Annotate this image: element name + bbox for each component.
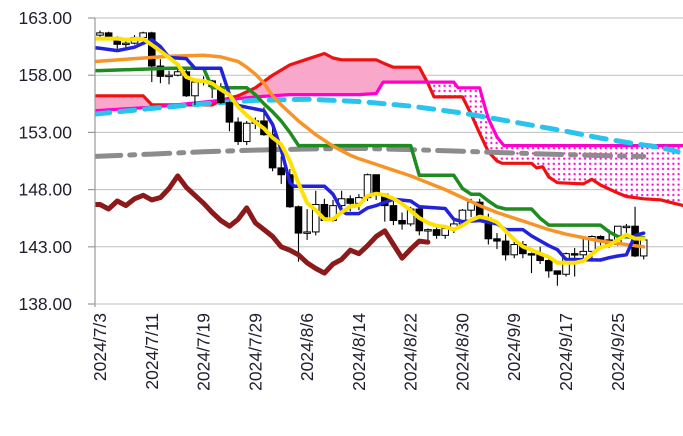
- candle-2024/8/27: [432, 226, 441, 239]
- candle-body: [346, 198, 355, 204]
- candle-2024/7/12: [156, 59, 165, 84]
- candle-2024/8/21: [398, 212, 406, 230]
- x-axis-label: 2024/7/29: [245, 313, 265, 391]
- candle-body: [165, 74, 173, 78]
- candle-2024/7/31: [268, 122, 277, 172]
- x-axis-label: 2024/9/17: [556, 313, 576, 391]
- candle-body: [588, 236, 596, 252]
- candle-2024/7/25: [234, 117, 242, 145]
- candle-body: [286, 174, 294, 208]
- candle-2024/9/13: [544, 259, 553, 278]
- candle-2024/8/6: [303, 209, 311, 240]
- candle-body: [96, 32, 104, 36]
- x-axis-label: 2024/7/3: [90, 313, 110, 381]
- x-axis-label: 2024/8/30: [452, 313, 472, 391]
- candle-body: [510, 244, 519, 256]
- candle-body: [294, 206, 303, 234]
- candle-body: [122, 42, 130, 46]
- candle-body: [139, 32, 147, 38]
- candle-body: [268, 134, 277, 169]
- line-gray-dashdot-ma: [95, 145, 647, 159]
- x-axis-label: 2024/8/6: [297, 313, 317, 381]
- candle-2024/7/15: [165, 70, 173, 85]
- candle-body: [389, 205, 398, 221]
- candle-body: [234, 121, 242, 143]
- line-ma5-yellow: [95, 36, 646, 265]
- overlay-lines-front: [95, 36, 646, 276]
- cloud-bullish-area: [95, 95, 176, 111]
- x-axis-label: 2024/8/22: [401, 313, 421, 391]
- candle-body: [424, 229, 432, 232]
- y-axis-label: 143.00: [18, 237, 72, 257]
- candle-body: [493, 238, 501, 242]
- candle-body: [579, 250, 588, 256]
- candle-2024/9/27: [631, 206, 639, 258]
- candle-body: [225, 102, 234, 123]
- candle-body: [277, 167, 286, 176]
- y-axis-label: 153.00: [18, 122, 72, 142]
- candle-2024/9/6: [501, 234, 510, 261]
- candle-body: [372, 174, 380, 195]
- candle-2024/9/16: [553, 270, 562, 286]
- candle-body: [242, 122, 251, 143]
- line-orange-slow-ma: [95, 53, 646, 249]
- line-tenkan-blue: [95, 37, 646, 262]
- cloud-bullish-area: [220, 53, 428, 101]
- candle-2024/7/24: [225, 101, 234, 132]
- candle-body: [182, 71, 191, 97]
- candle-body: [622, 225, 631, 229]
- y-axis-label: 158.00: [18, 65, 72, 85]
- candle-body: [398, 219, 406, 225]
- y-axis-label: 148.00: [18, 180, 72, 200]
- x-axis-label: 2024/7/11: [142, 313, 162, 390]
- candle-body: [311, 203, 320, 233]
- y-axis-label: 163.00: [18, 8, 72, 28]
- candle-body: [553, 270, 562, 275]
- line-lagging-darkred: [95, 173, 431, 276]
- candle-body: [173, 71, 182, 76]
- y-axis-label: 138.00: [18, 294, 72, 314]
- candle-2024/9/11: [527, 252, 536, 274]
- candle-body: [147, 32, 156, 67]
- candle-body: [544, 260, 553, 272]
- gridlines: [95, 17, 683, 305]
- candle-body: [432, 229, 441, 236]
- x-axis-label: 2024/9/25: [608, 313, 628, 391]
- line-kijun-green: [95, 66, 646, 240]
- candle-2024/9/19: [579, 236, 588, 261]
- line-senkou-a-red: [95, 51, 683, 208]
- candle-2024/9/5: [493, 233, 501, 250]
- candle-body: [501, 240, 510, 256]
- x-axis-label: 2024/7/19: [194, 313, 214, 391]
- x-axis-label: 2024/8/14: [349, 313, 369, 391]
- candle-body: [191, 81, 199, 97]
- candle-2024/8/1: [277, 156, 286, 184]
- x-axis-label: 2024/9/9: [504, 313, 524, 381]
- axes: 163.00 158.00 153.00 148.00 143.00 138.00 2024…: [18, 8, 627, 391]
- candle-body: [303, 231, 311, 234]
- candle-2024/8/20: [389, 201, 398, 226]
- cloud-bearish-area: [427, 82, 682, 206]
- candle-2024/8/2: [286, 169, 294, 208]
- candle-body: [156, 65, 165, 77]
- candle-2024/7/26: [242, 120, 251, 145]
- candle-2024/7/17: [182, 68, 191, 97]
- candle-body: [527, 253, 536, 256]
- candle-body: [570, 253, 579, 256]
